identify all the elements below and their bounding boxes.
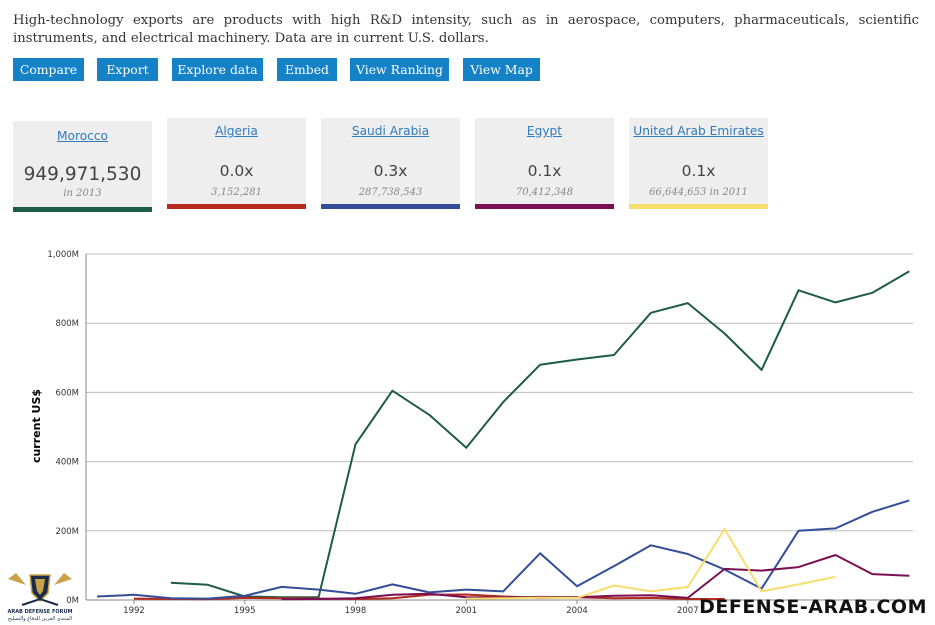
- country-link-morocco[interactable]: Morocco: [56, 129, 109, 143]
- indicator-description: High-technology exports are products wit…: [13, 13, 919, 46]
- country-card-algeria: Algeria 0.0x 3,152,281: [167, 118, 306, 209]
- watermark-logo-text: ARAB DEFENSE FORUM: [7, 609, 73, 615]
- compare-button[interactable]: Compare: [13, 58, 84, 81]
- x-tick-label: 2004: [566, 606, 588, 616]
- line-chart: 0M 200M 400M 600M 800M 1,000M 1992 1995 1998 2001…: [30, 250, 913, 616]
- y-tick-label: 600M: [55, 388, 79, 398]
- series-line-morocco[interactable]: [170, 270, 910, 599]
- watermark-logo: ARAB DEFENSE FORUM المنتدى العربي للدفاع…: [4, 565, 76, 623]
- embed-button[interactable]: Embed: [277, 58, 337, 81]
- country-card-morocco: Morocco 949,971,530 in 2013: [13, 121, 152, 212]
- y-tick-label: 800M: [55, 319, 79, 329]
- country-subvalue: 287,738,543: [358, 187, 423, 198]
- country-color-bar: [629, 204, 768, 209]
- country-color-bar: [321, 204, 460, 209]
- country-link-saudi-arabia[interactable]: Saudi Arabia: [351, 124, 430, 138]
- country-subvalue: 70,412,348: [515, 187, 574, 198]
- country-card-egypt: Egypt 0.1x 70,412,348: [475, 118, 614, 209]
- axis-layer: 0M 200M 400M 600M 800M 1,000M 1992 1995 1998 2001…: [47, 250, 698, 616]
- series-line-united-arab-emirates[interactable]: [466, 528, 836, 600]
- y-tick-label: 200M: [55, 527, 79, 537]
- view-ranking-button[interactable]: View Ranking: [350, 58, 449, 81]
- x-tick-label: 1998: [345, 606, 367, 616]
- country-ratio: 0.1x: [527, 162, 562, 180]
- watermark-logo-arabic-text: المنتدى العربي للدفاع والتسليح: [7, 616, 73, 622]
- country-ratio: 0.0x: [219, 162, 254, 180]
- x-tick-label: 2001: [455, 606, 477, 616]
- country-link-egypt[interactable]: Egypt: [526, 124, 563, 138]
- x-tick-label: 1995: [234, 606, 256, 616]
- country-link-algeria[interactable]: Algeria: [215, 124, 258, 138]
- country-subvalue: 66,644,653 in 2011: [649, 187, 748, 198]
- country-card-saudi-arabia: Saudi Arabia 0.3x 287,738,543: [321, 118, 460, 209]
- country-color-bar: [167, 204, 306, 209]
- country-ratio: 0.1x: [681, 162, 716, 180]
- country-color-bar: [475, 204, 614, 209]
- country-ratio: 0.3x: [373, 162, 408, 180]
- shield-emblem-icon: [8, 573, 72, 606]
- country-subvalue: in 2013: [63, 188, 102, 199]
- country-color-bar: [13, 207, 152, 212]
- view-map-button[interactable]: View Map: [463, 58, 540, 81]
- country-value: 949,971,530: [23, 164, 142, 185]
- grid-layer: [85, 253, 913, 601]
- x-tick-label: 2007: [677, 606, 699, 616]
- x-tick-label: 1992: [123, 606, 145, 616]
- y-axis-label: current US$: [30, 389, 43, 463]
- watermark-text: DEFENSE-ARAB.COM: [699, 596, 927, 618]
- country-card-uae: United Arab Emirates 0.1x 66,644,653 in …: [629, 118, 768, 209]
- export-button[interactable]: Export: [97, 58, 158, 81]
- country-subvalue: 3,152,281: [211, 187, 262, 198]
- series-line-egypt[interactable]: [281, 554, 910, 601]
- series-layer: [97, 270, 910, 601]
- series-line-saudi-arabia[interactable]: [97, 499, 910, 600]
- y-tick-label: 1,000M: [47, 250, 79, 260]
- y-tick-label: 400M: [55, 458, 79, 468]
- country-link-uae[interactable]: United Arab Emirates: [633, 124, 764, 138]
- y-tick-label: 0M: [66, 596, 79, 606]
- explore-data-button[interactable]: Explore data: [172, 58, 263, 81]
